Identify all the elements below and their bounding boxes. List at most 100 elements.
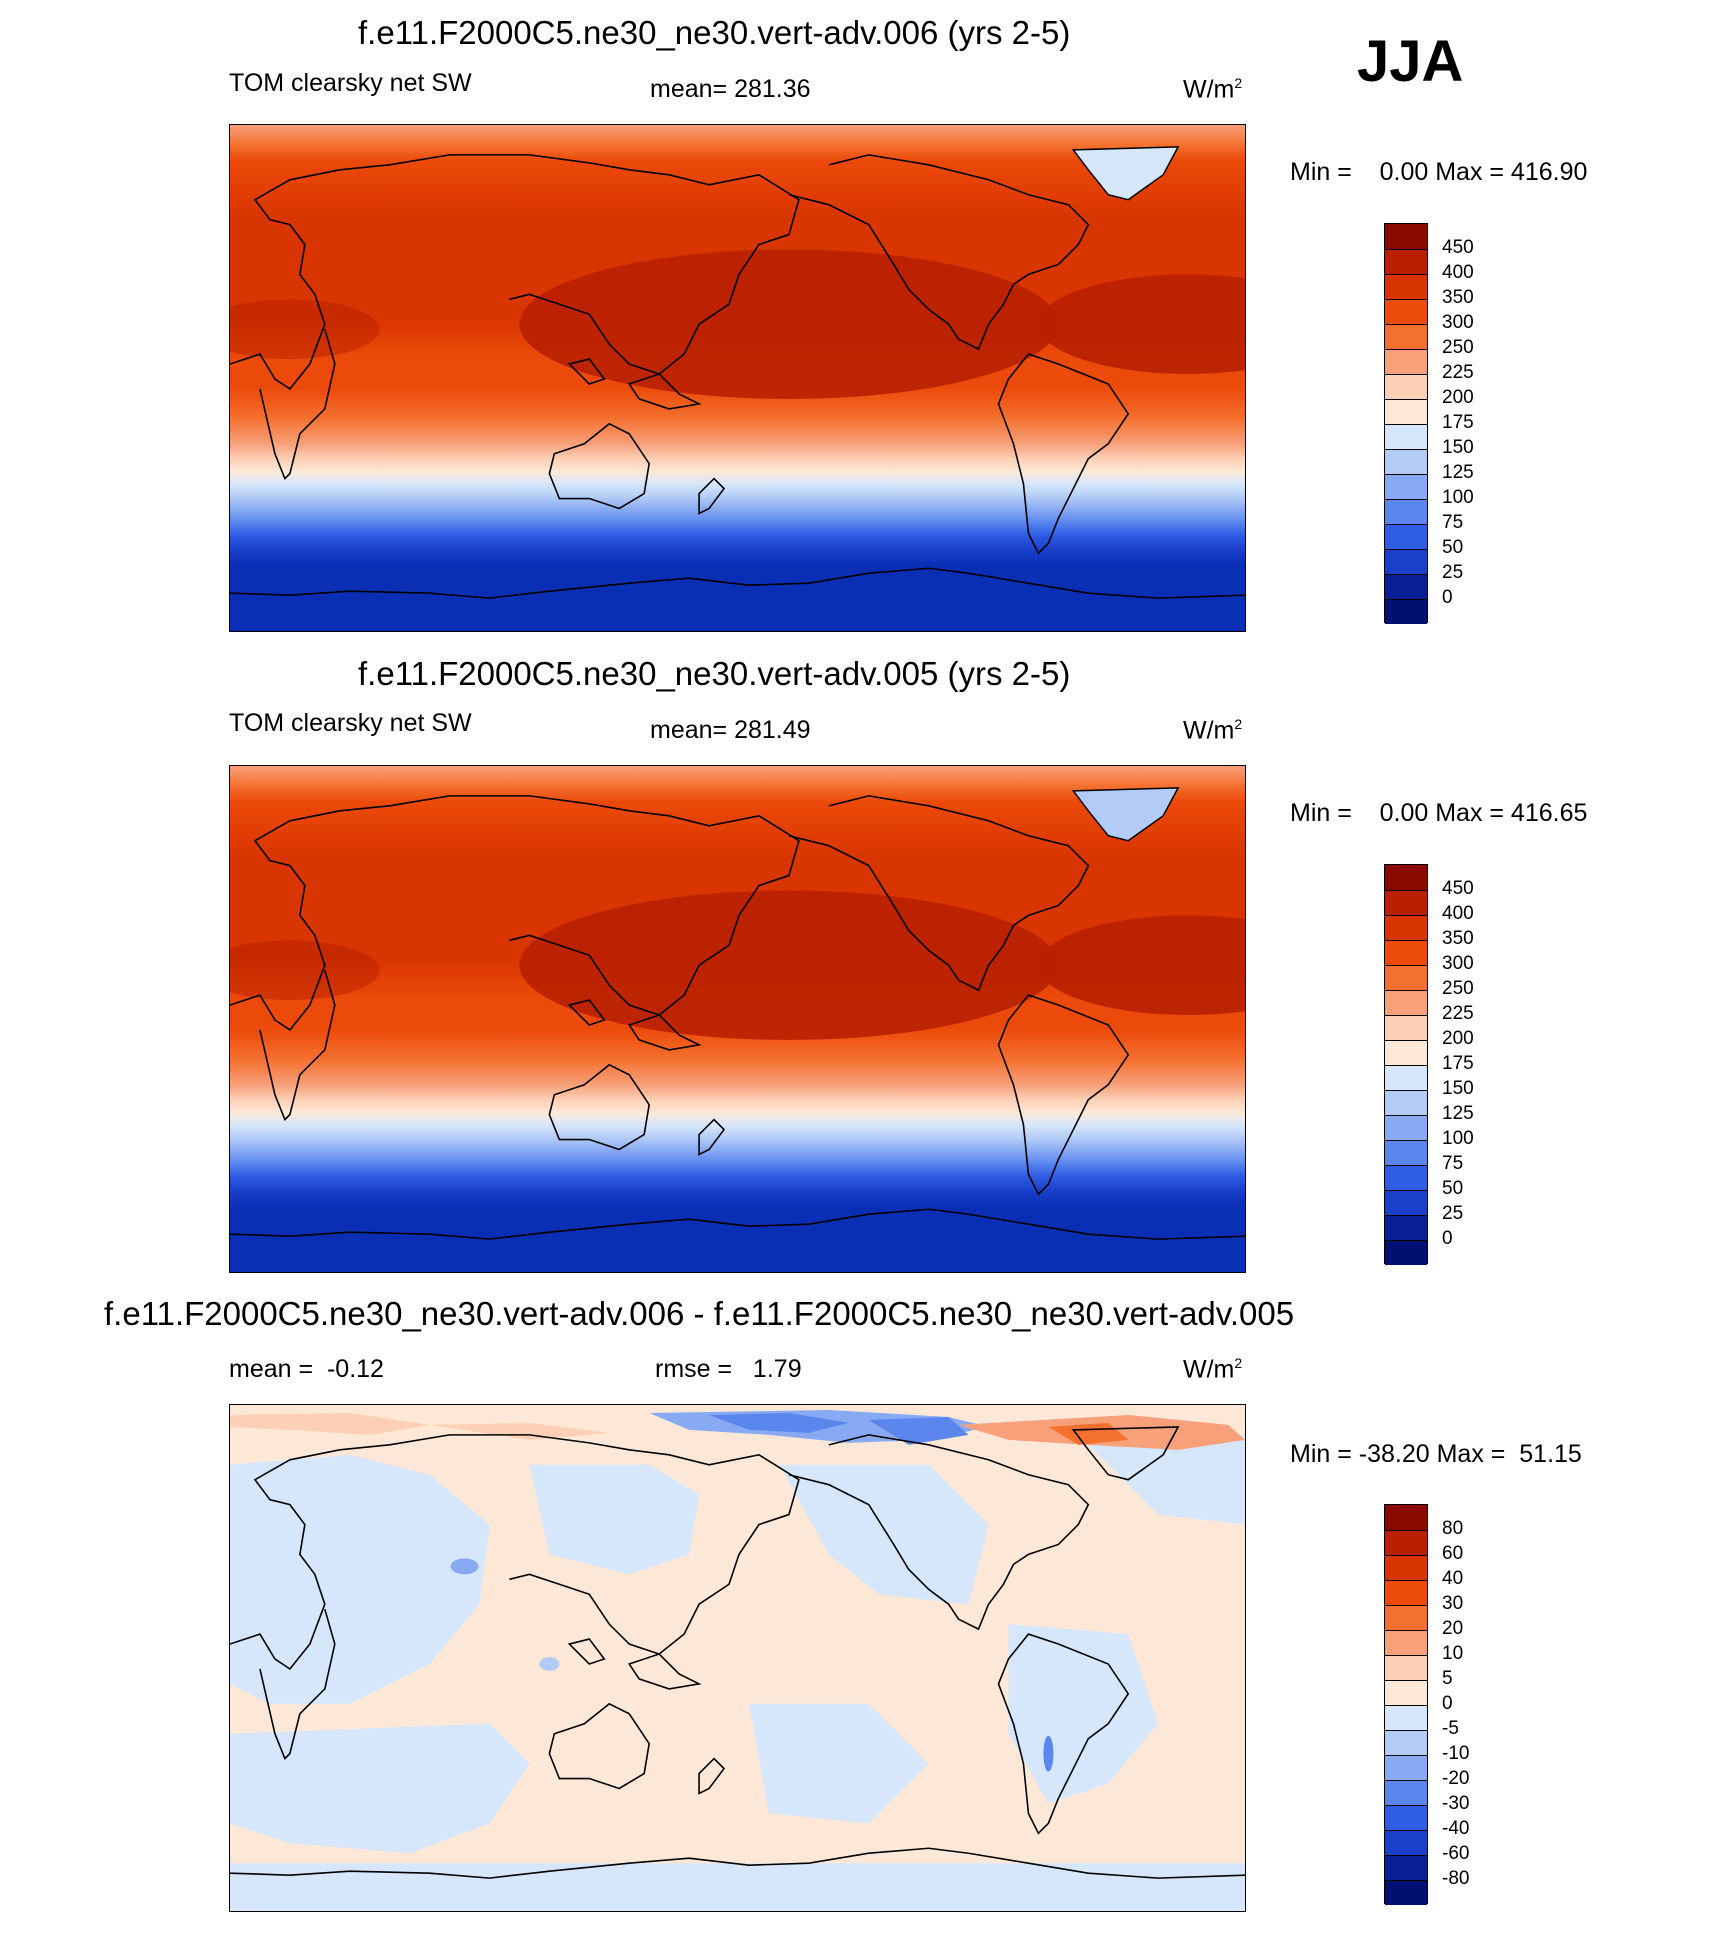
colorbar-box <box>1385 1530 1427 1555</box>
colorbar-box <box>1385 1040 1427 1065</box>
colorbar-box <box>1385 1140 1427 1165</box>
colorbar-tick-label: 450 <box>1442 878 1474 899</box>
colorbar-box <box>1385 1065 1427 1090</box>
colorbar-tick-label: 400 <box>1442 262 1474 283</box>
colorbar-tick-label: 225 <box>1442 1003 1474 1024</box>
colorbar-box <box>1385 249 1427 274</box>
colorbar-box <box>1385 1240 1427 1265</box>
colorbar-tick-label: 125 <box>1442 1103 1474 1124</box>
colorbar-tick-label: 250 <box>1442 337 1474 358</box>
map-plot-case <box>229 124 1246 632</box>
colorbar-tick-label: 200 <box>1442 387 1474 408</box>
min-max-label: Min = -38.20 Max = 51.15 <box>1290 1440 1582 1468</box>
colorbar-tick-label: 5 <box>1442 1668 1453 1689</box>
colorbar-box <box>1385 224 1427 249</box>
map-svg <box>230 1405 1245 1911</box>
mean-label: mean= 281.49 <box>650 716 811 744</box>
colorbar-box <box>1385 1780 1427 1805</box>
colorbar-tick-label: 60 <box>1442 1543 1464 1564</box>
colorbar-box <box>1385 965 1427 990</box>
panel-title: f.e11.F2000C5.ne30_ne30.vert-adv.005 (yr… <box>358 655 1071 692</box>
variable-label: TOM clearsky net SW <box>229 709 472 737</box>
colorbar-box <box>1385 1705 1427 1730</box>
colorbar-tick-label: 150 <box>1442 1078 1474 1099</box>
colorbar-tick-label: 80 <box>1442 1518 1464 1539</box>
colorbar-tick-label: 25 <box>1442 1203 1464 1224</box>
colorbar-tick-label: 50 <box>1442 1178 1464 1199</box>
colorbar-box <box>1385 1090 1427 1115</box>
colorbar <box>1384 1504 1428 1905</box>
colorbar <box>1384 223 1428 624</box>
colorbar-box <box>1385 424 1427 449</box>
units-label: W/m2 <box>1183 75 1243 104</box>
colorbar-tick-label: 75 <box>1442 1153 1464 1174</box>
colorbar-box <box>1385 1630 1427 1655</box>
colorbar-tick-label: 225 <box>1442 362 1474 383</box>
colorbar-box <box>1385 1555 1427 1580</box>
map-plot-ref <box>229 765 1246 1273</box>
colorbar-tick-label: -80 <box>1442 1868 1470 1889</box>
map-svg <box>230 766 1245 1272</box>
season-label: JJA <box>1357 29 1464 94</box>
colorbar-box <box>1385 324 1427 349</box>
panel-title: f.e11.F2000C5.ne30_ne30.vert-adv.006 (yr… <box>358 14 1071 51</box>
colorbar-tick-label: 100 <box>1442 487 1474 508</box>
colorbar-box <box>1385 1805 1427 1830</box>
colorbar-box <box>1385 990 1427 1015</box>
coastlines <box>230 154 1245 599</box>
colorbar-tick-label: 350 <box>1442 928 1474 949</box>
colorbar-box <box>1385 474 1427 499</box>
colorbar-tick-label: 40 <box>1442 1568 1464 1589</box>
colorbar-tick-label: 50 <box>1442 537 1464 558</box>
colorbar-box <box>1385 574 1427 599</box>
colorbar-box <box>1385 1115 1427 1140</box>
colorbar-tick-label: 30 <box>1442 1593 1464 1614</box>
colorbar-box <box>1385 1730 1427 1755</box>
colorbar-tick-label: 300 <box>1442 312 1474 333</box>
colorbar-tick-label: 10 <box>1442 1643 1464 1664</box>
colorbar-box <box>1385 349 1427 374</box>
colorbar-tick-label: 150 <box>1442 437 1474 458</box>
colorbar-box <box>1385 1165 1427 1190</box>
colorbar-box <box>1385 940 1427 965</box>
colorbar <box>1384 864 1428 1265</box>
coastlines <box>230 1426 1245 1879</box>
colorbar-tick-label: 0 <box>1442 587 1453 608</box>
min-max-label: Min = 0.00 Max = 416.65 <box>1290 799 1588 827</box>
colorbar-box <box>1385 549 1427 574</box>
colorbar-box <box>1385 524 1427 549</box>
colorbar-tick-label: 175 <box>1442 1053 1474 1074</box>
variable-label: TOM clearsky net SW <box>229 69 472 97</box>
units-label: W/m2 <box>1183 716 1243 745</box>
colorbar-tick-label: -10 <box>1442 1743 1470 1764</box>
mean-label: mean = -0.12 <box>229 1355 384 1383</box>
colorbar-box <box>1385 1015 1427 1040</box>
colorbar-tick-label: 0 <box>1442 1693 1453 1714</box>
colorbar-box <box>1385 399 1427 424</box>
min-max-label: Min = 0.00 Max = 416.90 <box>1290 158 1588 186</box>
colorbar-tick-label: 300 <box>1442 953 1474 974</box>
colorbar-tick-label: -20 <box>1442 1768 1470 1789</box>
colorbar-tick-label: 125 <box>1442 462 1474 483</box>
colorbar-box <box>1385 1855 1427 1880</box>
colorbar-box <box>1385 865 1427 890</box>
colorbar-box <box>1385 299 1427 324</box>
colorbar-box <box>1385 499 1427 524</box>
colorbar-box <box>1385 449 1427 474</box>
colorbar-tick-label: -5 <box>1442 1718 1459 1739</box>
colorbar-tick-label: 250 <box>1442 978 1474 999</box>
colorbar-tick-label: 0 <box>1442 1228 1453 1249</box>
colorbar-box <box>1385 1580 1427 1605</box>
colorbar-tick-label: 200 <box>1442 1028 1474 1049</box>
colorbar-box <box>1385 1655 1427 1680</box>
colorbar-box <box>1385 374 1427 399</box>
colorbar-box <box>1385 915 1427 940</box>
colorbar-box <box>1385 890 1427 915</box>
colorbar-box <box>1385 1880 1427 1905</box>
colorbar-box <box>1385 599 1427 624</box>
panel-title: f.e11.F2000C5.ne30_ne30.vert-adv.006 - f… <box>104 1295 1295 1332</box>
colorbar-tick-label: 450 <box>1442 237 1474 258</box>
map-svg <box>230 125 1245 631</box>
coastlines <box>230 795 1245 1240</box>
colorbar-box <box>1385 274 1427 299</box>
